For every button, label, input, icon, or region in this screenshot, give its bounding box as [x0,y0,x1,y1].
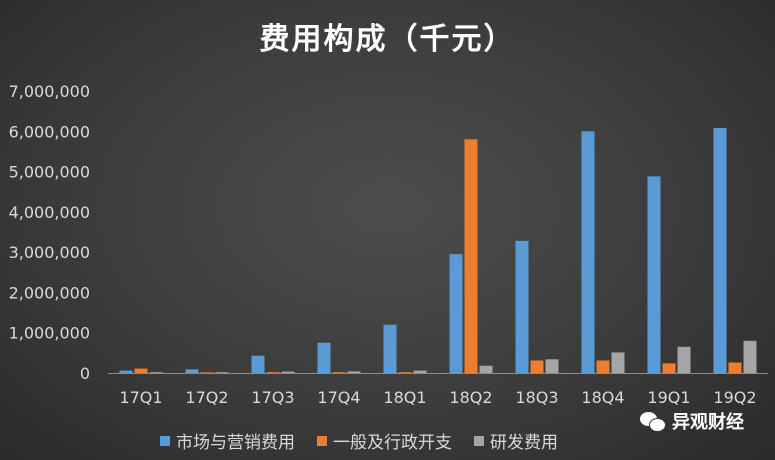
x-tick-label: 18Q1 [383,388,426,407]
legend-swatch-rnd [474,435,484,446]
bar-2-17Q4 [347,371,361,373]
legend-label-marketing: 市场与营销费用 [176,433,295,453]
bar-2-19Q1 [677,346,691,373]
legend-item-rnd: 研发费用 [474,428,558,453]
x-tick-label: 17Q3 [251,388,294,407]
x-tick-label: 18Q4 [581,388,624,407]
bar-1-17Q3 [266,372,280,373]
bar-2-18Q4 [611,352,625,373]
bar-0-18Q4 [581,131,595,373]
legend-item-marketing: 市场与营销费用 [160,428,295,453]
bar-0-17Q4 [317,342,331,373]
watermark: 异观财经 [640,408,744,434]
y-tick-label: 1,000,000 [9,324,90,343]
bar-1-17Q2 [200,372,214,373]
y-tick-label: 3,000,000 [9,243,90,262]
bar-2-17Q1 [149,372,163,373]
x-tick-label: 17Q1 [119,388,162,407]
bar-2-17Q3 [281,371,295,373]
bar-0-18Q1 [383,324,397,373]
bar-1-18Q2 [464,139,478,373]
bar-1-18Q3 [530,360,544,373]
bar-0-18Q3 [515,240,529,373]
legend-label-rnd: 研发费用 [490,433,558,453]
x-tick-label: 19Q1 [647,388,690,407]
x-tick-label: 18Q2 [449,388,492,407]
bar-0-17Q1 [119,370,133,373]
bar-1-17Q4 [332,372,346,373]
wechat-icon [640,410,666,432]
y-tick-label: 5,000,000 [9,163,90,182]
bar-2-17Q2 [215,372,229,373]
legend-swatch-marketing [160,435,170,446]
y-tick-label: 2,000,000 [9,283,90,302]
watermark-text: 异观财经 [672,412,744,433]
bar-0-19Q1 [647,176,661,373]
bar-1-18Q1 [398,372,412,373]
y-tick-label: 0 [80,364,90,383]
bar-0-18Q2 [449,254,463,373]
y-tick-label: 4,000,000 [9,203,90,222]
chart-title: 费用构成（千元） [259,22,516,57]
bar-2-18Q2 [479,365,493,373]
legend-item-admin: 一般及行政开支 [317,428,452,453]
legend-label-admin: 一般及行政开支 [333,433,452,453]
x-tick-label: 17Q2 [185,388,228,407]
legend: 市场与营销费用 一般及行政开支 研发费用 [160,428,558,453]
y-tick-label: 7,000,000 [9,82,90,101]
bar-1-19Q2 [728,362,742,373]
bar-0-17Q3 [251,355,265,373]
x-tick-label: 18Q3 [515,388,558,407]
bar-1-19Q1 [662,363,676,373]
x-tick-label: 17Q4 [317,388,360,407]
y-tick-label: 6,000,000 [9,122,90,141]
x-tick-label: 19Q2 [713,388,756,407]
bar-0-19Q2 [713,128,727,373]
legend-swatch-admin [317,435,327,446]
bar-1-18Q4 [596,360,610,373]
bar-2-18Q3 [545,359,559,373]
bar-1-17Q1 [134,368,148,373]
bar-0-17Q2 [185,369,199,373]
bar-2-18Q1 [413,370,427,373]
bar-2-19Q2 [743,340,757,373]
